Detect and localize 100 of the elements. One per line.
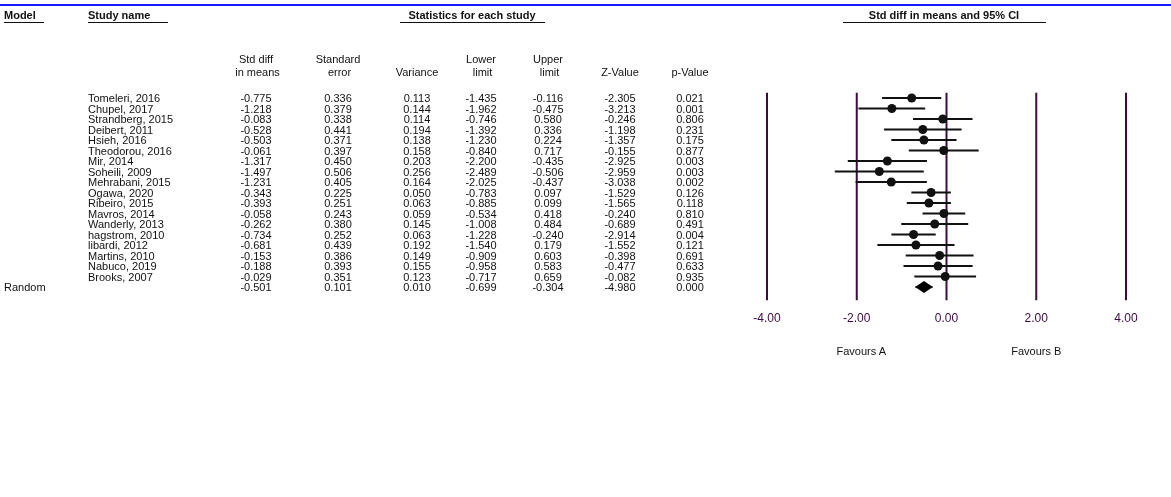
data-label: 0.580: [534, 113, 562, 125]
x-tick-label: Z-Value: [601, 66, 639, 78]
data-label: 0.114: [403, 113, 431, 125]
data-label: 0.351: [324, 270, 352, 283]
data-label: -0.155: [604, 144, 636, 157]
y-tick-label: Wanderly, 2013: [88, 218, 164, 230]
data-label: 0.003: [676, 155, 704, 167]
x-tick-label: Lower limit: [466, 53, 497, 78]
data-label: -1.231: [240, 176, 272, 188]
y-tick-label: Tomeleri, 2016: [88, 92, 161, 104]
data-label: -0.503: [240, 134, 272, 146]
data-label: 0.155: [403, 260, 431, 272]
data-label: 0.338: [324, 113, 352, 125]
y-tick-label: Mir, 2014: [88, 155, 134, 167]
data-label: 0.251: [324, 197, 352, 209]
data-label: 0.225: [324, 186, 352, 199]
data-label: -1.552: [604, 239, 636, 251]
data-label: 0.224: [534, 134, 562, 146]
text: Study name: [88, 9, 151, 21]
data-label: -0.398: [604, 249, 636, 262]
data-label: 0.063: [403, 197, 431, 209]
chart-title: Statistics for each study: [408, 9, 537, 21]
data-label: -0.477: [604, 260, 636, 272]
data-label: 0.063: [403, 228, 431, 241]
data-label: 0.810: [676, 207, 704, 220]
data-label: -0.058: [240, 207, 272, 220]
chart-title: Std diff in means and 95% CI: [868, 9, 1020, 21]
data-label: 0.450: [324, 155, 352, 167]
data-label: 0.121: [676, 239, 704, 251]
data-label: -0.435: [532, 155, 564, 167]
data-label: -1.540: [465, 239, 497, 251]
data-label: -2.914: [604, 228, 636, 241]
data-label: 0.099: [534, 197, 562, 209]
data-label: -0.717: [465, 270, 497, 283]
data-label: 0.003: [676, 165, 704, 178]
data-label: -0.734: [240, 228, 272, 241]
data-label: -4.980: [604, 281, 636, 293]
data-label: -0.885: [465, 197, 497, 209]
data-label: 0.138: [403, 134, 431, 146]
data-label: -1.317: [240, 155, 272, 167]
data-label: -0.501: [240, 281, 272, 293]
data-label: -0.958: [465, 260, 497, 272]
data-label: -0.840: [465, 144, 497, 157]
data-label: -0.534: [465, 207, 497, 220]
x-tick-label: 2.00: [1024, 311, 1049, 325]
x-tick-label: -4.00: [753, 311, 781, 325]
data-label: 0.144: [403, 102, 431, 115]
data-label: -1.497: [240, 165, 272, 178]
data-label: -1.218: [240, 102, 272, 115]
data-label: 0.203: [403, 155, 431, 167]
data-label: -0.689: [604, 218, 636, 230]
text: Favours B: [1011, 345, 1062, 357]
data-label: -1.435: [465, 92, 497, 104]
data-label: -0.343: [240, 186, 272, 199]
data-label: 0.158: [403, 144, 431, 157]
data-label: -0.153: [240, 249, 272, 262]
y-tick-label: Mehrabani, 2015: [88, 176, 171, 188]
data-label: -1.230: [465, 134, 497, 146]
data-label: 0.393: [324, 260, 352, 272]
data-label: -0.775: [240, 92, 272, 104]
data-label: 0.691: [676, 249, 704, 262]
data-label: -0.699: [465, 281, 497, 293]
y-tick-label: Brooks, 2007: [88, 270, 153, 283]
data-label: -1.228: [465, 228, 497, 241]
data-label: 0.243: [324, 207, 352, 220]
data-label: -3.213: [604, 102, 636, 115]
data-label: 0.371: [324, 134, 352, 146]
data-label: 0.256: [403, 165, 431, 178]
x-tick-label: -2.00: [843, 311, 871, 325]
data-label: 0.002: [676, 176, 704, 188]
data-label: -0.681: [240, 239, 272, 251]
data-label: 0.806: [676, 113, 704, 125]
data-label: 0.101: [324, 281, 352, 293]
data-label: -0.783: [465, 186, 497, 199]
data-label: 0.397: [324, 144, 352, 157]
data-label: 0.491: [676, 218, 704, 230]
data-label: -1.529: [604, 186, 636, 199]
data-label: -1.198: [604, 123, 636, 136]
data-label: -0.082: [604, 270, 636, 283]
data-label: 0.149: [403, 249, 431, 262]
data-label: 0.439: [324, 239, 352, 251]
data-label: 0.059: [403, 207, 431, 220]
text: Random: [4, 281, 46, 293]
data-label: 0.179: [534, 239, 562, 251]
data-label: -0.188: [240, 260, 272, 272]
data-label: 0.004: [676, 228, 704, 241]
data-label: 0.097: [534, 186, 562, 199]
data-label: -0.240: [604, 207, 636, 220]
y-tick-label: Martins, 2010: [88, 249, 155, 262]
data-label: -0.304: [532, 281, 564, 293]
data-label: 0.603: [534, 249, 562, 262]
data-label: -2.959: [604, 165, 636, 178]
data-label: 0.192: [403, 239, 431, 251]
data-label: -3.038: [604, 176, 636, 188]
data-label: -0.061: [240, 144, 272, 157]
data-label: -0.246: [604, 113, 636, 125]
data-label: -2.200: [465, 155, 497, 167]
data-label: 0.379: [324, 102, 352, 115]
data-label: 0.000: [676, 281, 704, 293]
data-label: -0.437: [532, 176, 564, 188]
